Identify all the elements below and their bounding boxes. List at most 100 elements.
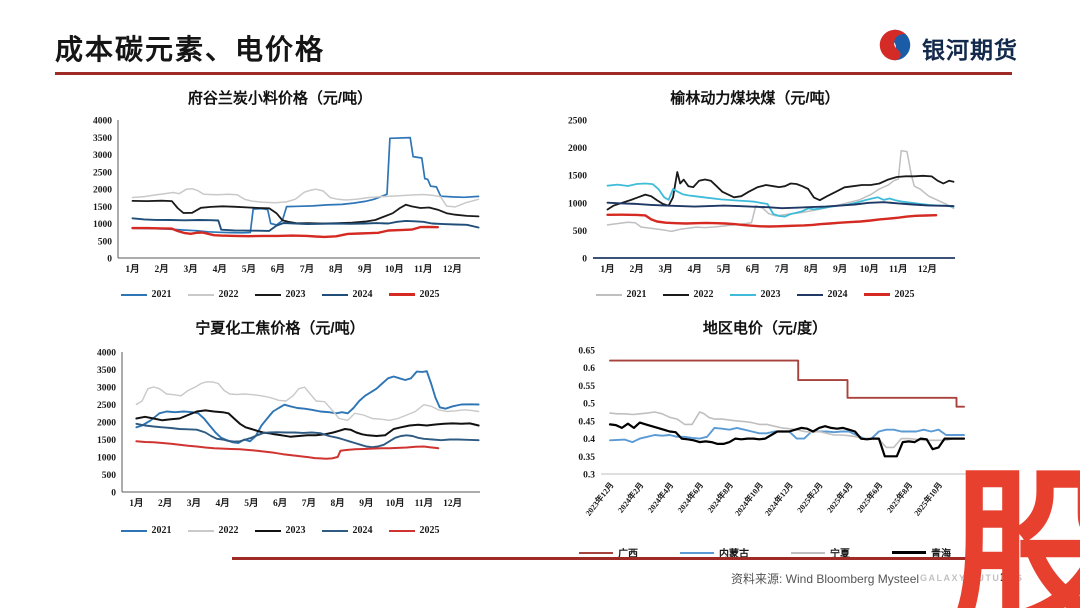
legend-label: 2023 <box>760 289 781 300</box>
legend-label: 2023 <box>285 289 306 300</box>
x-axis-tick-label: 8月 <box>331 498 345 509</box>
legend-item: 2025 <box>388 289 440 300</box>
legend-swatch <box>187 529 214 532</box>
x-axis-tick-label: 2月 <box>158 498 172 509</box>
chart-plot-area: 0 500 1000 1500 2000 2500 3000 3500 4000 1月 2月 3月 4月… <box>70 112 490 287</box>
x-axis-tick-label: 9月 <box>833 264 847 275</box>
line-series-2021 <box>131 136 480 234</box>
x-axis-tick-label: 5月 <box>244 498 258 509</box>
chart-legend: 2021 2022 2023 2024 2025 <box>70 525 490 536</box>
legend-item: 2022 <box>187 525 239 536</box>
y-axis-tick-label: 0.4 <box>583 435 595 445</box>
y-axis-tick-label: 0 <box>582 255 587 265</box>
chart-legend: 2021 2022 2023 2024 2025 <box>545 289 965 300</box>
legend-swatch <box>791 551 825 554</box>
line-series-2024 <box>606 201 955 210</box>
legend-label: 内蒙古 <box>719 549 749 560</box>
y-axis-tick-label: 3500 <box>97 366 116 376</box>
x-axis-tick-label: 2023年12月 <box>583 480 616 518</box>
x-axis-tick-label: 6月 <box>746 264 760 275</box>
chart-canvas: 0 500 1000 1500 2000 2500 1月 2月 3月 4月 5月 6月 7月 8月 9月 10… <box>568 117 955 275</box>
chart-fugu-semicoke-price: 府谷兰炭小料价格（元/吨） 0 500 1000 1500 2000 2500 3000 35… <box>70 88 490 300</box>
x-axis-tick-label: 9月 <box>358 264 372 275</box>
x-axis-tick-label: 12月 <box>918 264 937 275</box>
x-axis-tick-label: 3月 <box>659 264 673 275</box>
x-axis-tick-label: 2024年10月 <box>732 480 765 518</box>
y-axis-tick-label: 500 <box>573 227 588 237</box>
title-underline <box>55 72 1012 75</box>
y-axis-tick-label: 4000 <box>93 117 112 127</box>
y-axis-tick-label: 1000 <box>93 220 112 230</box>
x-axis-tick-label: 11月 <box>889 264 907 275</box>
x-axis-tick-label: 5月 <box>242 264 256 275</box>
x-axis-tick-label: 2月 <box>154 264 168 275</box>
y-axis-tick-label: 1000 <box>568 199 587 209</box>
x-axis-tick-label: 10月 <box>386 498 405 509</box>
x-axis-tick-label: 3月 <box>184 264 198 275</box>
y-axis-tick-label: 0.55 <box>578 382 595 392</box>
legend-item: 宁夏 <box>791 545 850 560</box>
legend-swatch <box>321 529 348 532</box>
x-axis-tick-label: 3月 <box>187 498 201 509</box>
x-axis-tick-label: 11月 <box>415 498 433 509</box>
line-series-2023 <box>135 409 480 438</box>
x-axis-tick-label: 8月 <box>329 264 343 275</box>
chart-canvas: 0 500 1000 1500 2000 2500 3000 3500 4000 1月 2月 3月 4月… <box>97 349 480 509</box>
line-series-2021 <box>135 370 480 444</box>
chart-title: 地区电价（元/度） <box>702 320 828 337</box>
chart-yulin-thermal-coal-price: 榆林动力煤块煤（元/吨） 0 500 1000 1500 2000 2500 1月 2月 3月 4… <box>545 88 965 300</box>
legend-label: 青海 <box>931 549 951 560</box>
legend-swatch <box>120 293 147 296</box>
legend-item: 2021 <box>595 289 647 300</box>
y-axis-tick-label: 0.65 <box>578 347 595 357</box>
x-axis-tick-label: 4月 <box>688 264 702 275</box>
x-axis-tick-label: 1月 <box>129 498 143 509</box>
line-series-2022 <box>131 187 480 208</box>
legend-label: 2022 <box>218 289 239 300</box>
legend-label: 2022 <box>218 525 239 536</box>
footer-brand: GALAXY FUTURES <box>920 573 1024 583</box>
footer-divider <box>232 557 1012 560</box>
x-axis-tick-label: 2025年4月 <box>825 480 855 515</box>
x-axis-tick-label: 1月 <box>600 264 614 275</box>
footer-source: 资料来源: Wind Bloomberg Mysteel <box>731 572 920 586</box>
y-axis-tick-label: 2500 <box>568 117 587 127</box>
line-series-青海 <box>608 421 966 458</box>
legend-item: 2025 <box>863 289 915 300</box>
galaxy-logo-text: 银河期货 <box>922 36 1018 63</box>
watermark-stock-character: 股 <box>950 456 1080 608</box>
galaxy-logo-icon <box>876 26 914 69</box>
legend-swatch <box>595 293 622 296</box>
y-axis-tick-label: 1500 <box>97 436 116 446</box>
y-axis-tick-label: 3000 <box>97 384 116 394</box>
y-axis-tick-label: 2000 <box>97 419 116 429</box>
y-axis-tick-label: 1000 <box>97 454 116 464</box>
x-axis-tick-label: 7月 <box>302 498 316 509</box>
y-axis-tick-label: 500 <box>102 471 117 481</box>
legend-label: 宁夏 <box>830 549 850 560</box>
y-axis-tick-label: 4000 <box>97 349 116 359</box>
chart-title: 榆林动力煤块煤（元/吨） <box>670 90 840 107</box>
y-axis-tick-label: 0.6 <box>583 364 595 374</box>
legend-label: 广西 <box>618 549 638 560</box>
x-axis-tick-label: 5月 <box>717 264 731 275</box>
y-axis-tick-label: 0.5 <box>583 400 595 410</box>
x-axis-tick-label: 11月 <box>414 264 432 275</box>
legend-item: 2023 <box>254 525 306 536</box>
x-axis-tick-label: 12月 <box>443 498 462 509</box>
line-series-2025 <box>606 213 938 228</box>
legend-swatch <box>892 551 926 554</box>
legend-swatch <box>254 529 281 532</box>
x-axis-tick-label: 2025年6月 <box>854 480 884 515</box>
chart-canvas: 0 500 1000 1500 2000 2500 3000 3500 4000 1月 2月 3月 4月… <box>93 117 480 275</box>
y-axis-tick-label: 0 <box>107 255 112 265</box>
line-series-2024 <box>131 217 480 232</box>
legend-label: 2025 <box>419 289 440 300</box>
y-axis-tick-label: 2500 <box>93 168 112 178</box>
legend-swatch <box>680 551 714 554</box>
x-axis-tick-label: 10月 <box>860 264 879 275</box>
footer-page-number: 15 <box>1000 570 1014 584</box>
legend-item: 2022 <box>187 289 239 300</box>
line-series-宁夏 <box>609 411 965 449</box>
